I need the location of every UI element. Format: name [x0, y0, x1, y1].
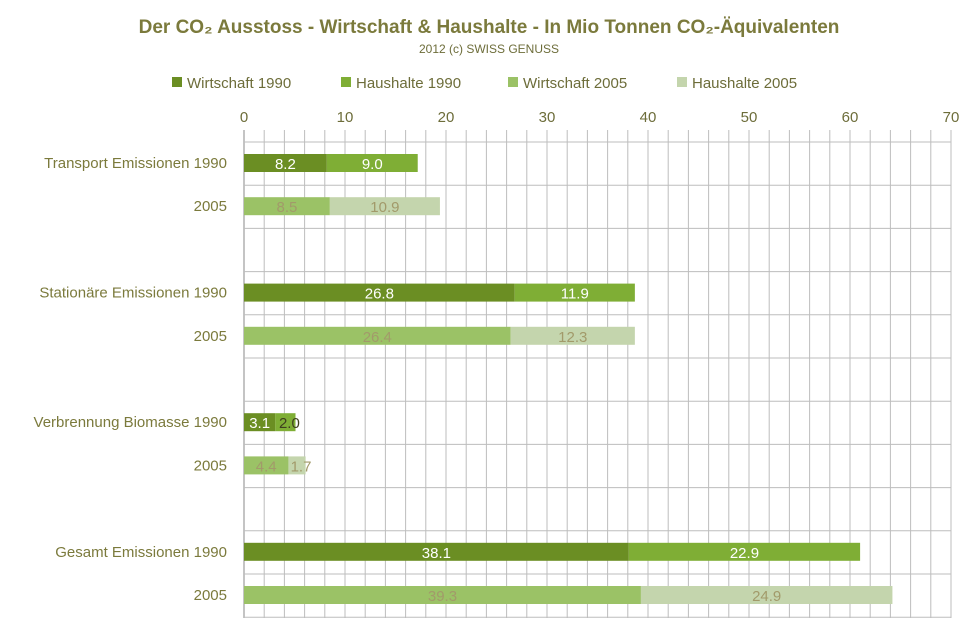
- category-label: Transport Emissionen 1990: [44, 155, 227, 172]
- legend-swatch: [677, 77, 687, 87]
- bar-data-label: 4.4: [256, 458, 277, 475]
- x-tick-label: 40: [640, 109, 657, 126]
- x-tick-label: 70: [943, 109, 960, 126]
- x-tick-label: 0: [240, 109, 248, 126]
- bar-segment: [244, 456, 289, 475]
- x-tick-label: 50: [741, 109, 758, 126]
- bar-data-label: 1.7: [291, 458, 312, 475]
- x-tick-label: 10: [337, 109, 354, 126]
- legend: Wirtschaft 1990 Haushalte 1990 Wirtschaft …: [172, 75, 797, 92]
- bar-segment: [628, 542, 861, 561]
- bar-data-label: 2.0: [279, 415, 300, 432]
- bar-segment: [244, 542, 629, 561]
- legend-swatch: [172, 77, 182, 87]
- category-label: Verbrennung Biomasse 1990: [34, 414, 227, 431]
- bar-segment: [514, 283, 635, 302]
- bar-data-label: 12.3: [558, 329, 587, 346]
- bar-segment: [244, 586, 641, 604]
- category-label: Gesamt Emissionen 1990: [55, 544, 227, 561]
- category-labels: Transport Emissionen 1990 2005 Stationäre …: [34, 155, 227, 604]
- bar-segment: [288, 456, 306, 475]
- bars: 8.2 9.0 8.5 10.9 26.8 11.9 26.4 12.3 3.1 2.0 4.4 1.…: [244, 154, 893, 605]
- bar-segment: [244, 326, 511, 345]
- bar-data-label: 9.0: [362, 156, 383, 173]
- x-tick-label: 30: [539, 109, 556, 126]
- bar-data-label: 39.3: [428, 588, 457, 605]
- bar-data-label: 26.8: [365, 286, 394, 303]
- bar-data-label: 8.2: [275, 156, 296, 173]
- category-label: 2005: [194, 587, 227, 604]
- bar-segment: [244, 283, 515, 302]
- bar-data-label: 3.1: [249, 415, 270, 432]
- bar-segment: [244, 413, 276, 432]
- bar-segment: [244, 154, 327, 172]
- bar-segment: [329, 197, 440, 216]
- category-label: 2005: [194, 198, 227, 215]
- legend-label: Haushalte 2005: [692, 75, 797, 92]
- x-axis-ticks: 0 10 20 30 40 50 60 70: [240, 109, 960, 126]
- legend-swatch: [508, 77, 518, 87]
- bar-data-label: 22.9: [730, 545, 759, 562]
- bar-data-label: 26.4: [363, 329, 392, 346]
- chart-subtitle: 2012 (c) SWISS GENUSS: [419, 42, 559, 56]
- legend-label: Haushalte 1990: [356, 75, 461, 92]
- bar-segment: [510, 326, 635, 345]
- x-tick-label: 20: [438, 109, 455, 126]
- bar-segment: [275, 413, 296, 432]
- x-tick-label: 60: [842, 109, 859, 126]
- legend-label: Wirtschaft 2005: [523, 75, 627, 92]
- bar-data-label: 24.9: [752, 588, 781, 605]
- bar-data-label: 8.5: [276, 199, 297, 216]
- category-label: 2005: [194, 457, 227, 474]
- legend-swatch: [341, 77, 351, 87]
- bar-segment: [326, 154, 418, 172]
- bar-data-label: 11.9: [561, 286, 589, 303]
- bar-segment: [640, 586, 893, 604]
- bar-data-label: 38.1: [422, 545, 451, 562]
- legend-label: Wirtschaft 1990: [187, 75, 291, 92]
- category-label: 2005: [194, 328, 227, 345]
- category-label: Stationäre Emissionen 1990: [39, 285, 227, 302]
- chart-title: Der CO₂ Ausstoss - Wirtschaft & Haushalt…: [139, 17, 840, 38]
- bar-segment: [244, 197, 330, 216]
- bar-data-label: 10.9: [370, 199, 399, 216]
